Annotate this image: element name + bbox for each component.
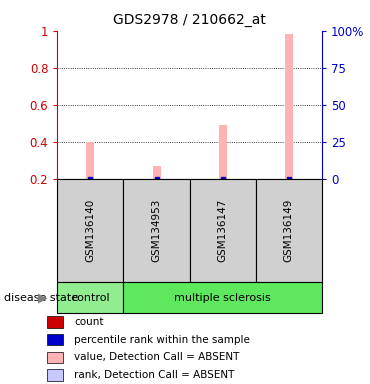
Bar	[57, 282, 124, 313]
Text: GSM136140: GSM136140	[85, 199, 95, 262]
Text: rank, Detection Call = ABSENT: rank, Detection Call = ABSENT	[74, 370, 235, 380]
Bar	[87, 142, 94, 179]
Text: value, Detection Call = ABSENT: value, Detection Call = ABSENT	[74, 353, 240, 362]
Bar	[219, 125, 227, 179]
Text: GSM136149: GSM136149	[284, 199, 294, 262]
Bar	[57, 179, 124, 282]
Bar	[256, 179, 322, 282]
Text: multiple sclerosis: multiple sclerosis	[174, 293, 271, 303]
Text: GSM134953: GSM134953	[152, 199, 162, 262]
Bar	[47, 369, 63, 381]
Text: ▶: ▶	[38, 291, 47, 304]
Text: GSM136147: GSM136147	[218, 199, 228, 262]
Text: count: count	[74, 317, 104, 327]
Title: GDS2978 / 210662_at: GDS2978 / 210662_at	[113, 13, 266, 27]
Bar	[47, 352, 63, 363]
Bar	[189, 179, 256, 282]
Text: control: control	[71, 293, 110, 303]
Bar	[124, 282, 322, 313]
Bar	[285, 35, 293, 179]
Text: percentile rank within the sample: percentile rank within the sample	[74, 334, 250, 344]
Bar	[124, 179, 189, 282]
Bar	[47, 334, 63, 345]
Bar	[152, 166, 161, 179]
Text: disease state: disease state	[4, 293, 78, 303]
Bar	[47, 316, 63, 328]
